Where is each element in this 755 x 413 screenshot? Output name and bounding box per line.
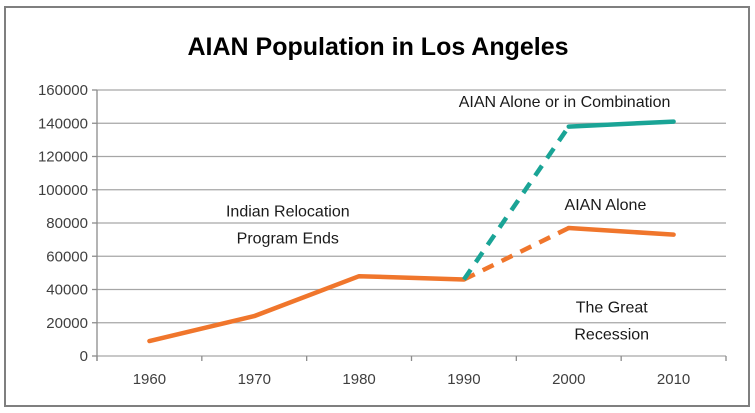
annotation-indian-relocation: Indian Relocation xyxy=(226,204,350,221)
y-tick-label: 140000 xyxy=(38,115,88,132)
series-line-aian-alone-solid xyxy=(147,273,467,344)
x-tick-label: 1970 xyxy=(238,371,271,388)
chart-title: AIAN Population in Los Angeles xyxy=(187,33,568,61)
chart-frame-border xyxy=(4,6,750,407)
y-tick-label: 160000 xyxy=(38,82,88,99)
y-tick-label: 80000 xyxy=(46,215,88,232)
series-line-aian-combination-dashed xyxy=(462,125,571,281)
x-tick-label: 1960 xyxy=(133,371,166,388)
annotation-indian-relocation: Program Ends xyxy=(237,231,339,248)
y-tick-label: 60000 xyxy=(46,248,88,265)
annotation-alone-series-label: AIAN Alone xyxy=(565,197,647,214)
y-tick-label: 20000 xyxy=(46,315,88,332)
annotations-group: Indian Relocation Program Ends AIAN Alone … xyxy=(226,94,670,343)
y-tick-label: 40000 xyxy=(46,282,88,299)
x-tick-label: 2000 xyxy=(552,371,585,388)
x-tick-label: 1990 xyxy=(447,371,480,388)
y-tick-label: 100000 xyxy=(38,182,88,199)
series-line-aian-combination-solid xyxy=(566,119,676,129)
axes-group: 0 20000 40000 60000 80000 100000 120000 140000 1… xyxy=(38,82,727,388)
series-line-aian-alone-solid xyxy=(566,225,676,237)
annotation-great-recession: Recession xyxy=(574,326,649,343)
series-lines-group xyxy=(147,119,676,344)
annotation-great-recession: The Great xyxy=(576,299,649,316)
annotation-combination-series-label: AIAN Alone or in Combination xyxy=(459,94,671,111)
y-tick-label: 0 xyxy=(80,348,88,365)
y-tick-label: 120000 xyxy=(38,149,88,166)
x-tick-label: 1980 xyxy=(342,371,375,388)
x-tick-label: 2010 xyxy=(657,371,690,388)
